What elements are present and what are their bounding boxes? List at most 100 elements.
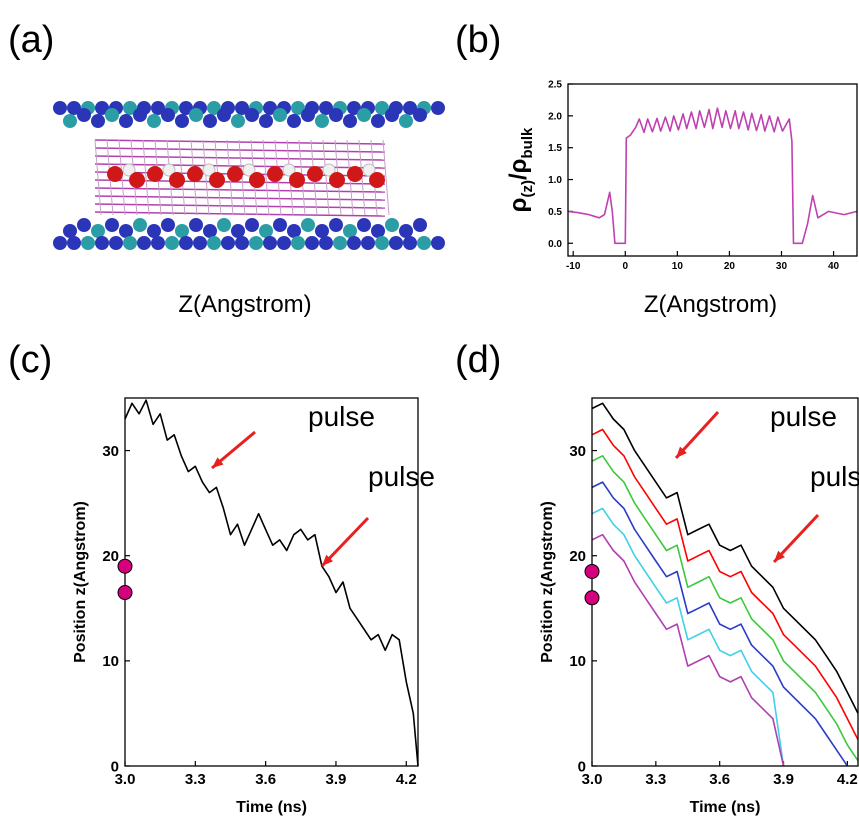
atom [63,224,77,238]
atom [107,166,123,182]
atom [77,218,91,232]
y-tick-label: 30 [102,443,119,460]
atom [263,101,277,115]
y-tick-label: 20 [569,548,586,565]
atom [273,218,287,232]
atom [217,218,231,232]
annotation: pulse [308,401,375,432]
marker [584,563,600,579]
atom [245,218,259,232]
x-tick-label: 30 [776,261,788,272]
atom [122,163,136,177]
x-tick-label: 3.0 [582,771,603,788]
bond [94,211,386,217]
atom [343,224,357,238]
atom [147,166,163,182]
bond [94,187,386,193]
data-line [591,455,859,762]
arrow-head [676,446,687,458]
atom [119,114,133,128]
marker [117,558,133,574]
atom [63,114,77,128]
atom [179,101,193,115]
x-tick-label: -10 [566,261,581,272]
atom [249,172,265,188]
x-tick-label: 3.3 [645,771,666,788]
arrow-head [774,550,785,562]
atom [267,166,283,182]
atom [203,224,217,238]
y-tick-label: 2.5 [548,80,562,91]
atom [231,224,245,238]
atom [413,218,427,232]
annotation: pulse [770,401,837,432]
atom [375,236,389,250]
atom [343,114,357,128]
atom [202,163,216,177]
atom [357,108,371,122]
atom [123,101,137,115]
bond [94,163,386,169]
y-tick-label: 20 [102,548,119,565]
atom [291,101,305,115]
arrow [320,516,370,568]
atom [207,101,221,115]
bond [142,139,150,216]
atom [245,108,259,122]
annotation: pulse [368,461,435,492]
atom [179,236,193,250]
atom [319,236,333,250]
x-tick-label: 3.6 [709,771,730,788]
x-tick-label: 0 [622,261,628,272]
atom [273,108,287,122]
atom [431,236,445,250]
x-tick-label: 3.6 [255,771,276,788]
atom [161,218,175,232]
y-axis-label-part: bulk [519,127,536,158]
atom [361,236,375,250]
atom [282,163,296,177]
atom [362,163,376,177]
atom [403,101,417,115]
y-tick-label: 2.0 [548,111,562,122]
atom [119,224,133,238]
atom [203,114,217,128]
atom [322,163,336,177]
bond [94,139,386,145]
atom [305,236,319,250]
data-line [567,107,858,245]
atom [259,224,273,238]
atom [217,108,231,122]
atom [235,236,249,250]
atom [162,163,176,177]
x-axis-label: Time (ns) [690,799,761,816]
y-tick-label: 0 [578,758,586,775]
plot-frame [591,397,859,767]
atom [67,236,81,250]
atom [277,236,291,250]
x-tick-label: 3.3 [185,771,206,788]
atom [187,166,203,182]
x-axis-label: Time (ns) [236,799,307,816]
bond [202,139,210,216]
atom [301,218,315,232]
atom [91,114,105,128]
x-axis-label: Z(Angstrom) [178,291,311,318]
atom [209,172,225,188]
atom [151,101,165,115]
atom [263,236,277,250]
atom [95,236,109,250]
data-line [591,507,785,767]
atom [193,236,207,250]
atom [133,218,147,232]
marker [117,585,133,601]
atom [289,172,305,188]
atom [399,224,413,238]
atom [151,236,165,250]
atom [287,224,301,238]
x-tick-label: 20 [724,261,736,272]
x-tick-label: 40 [828,261,840,272]
atom [147,114,161,128]
atom [53,101,67,115]
atom [431,101,445,115]
